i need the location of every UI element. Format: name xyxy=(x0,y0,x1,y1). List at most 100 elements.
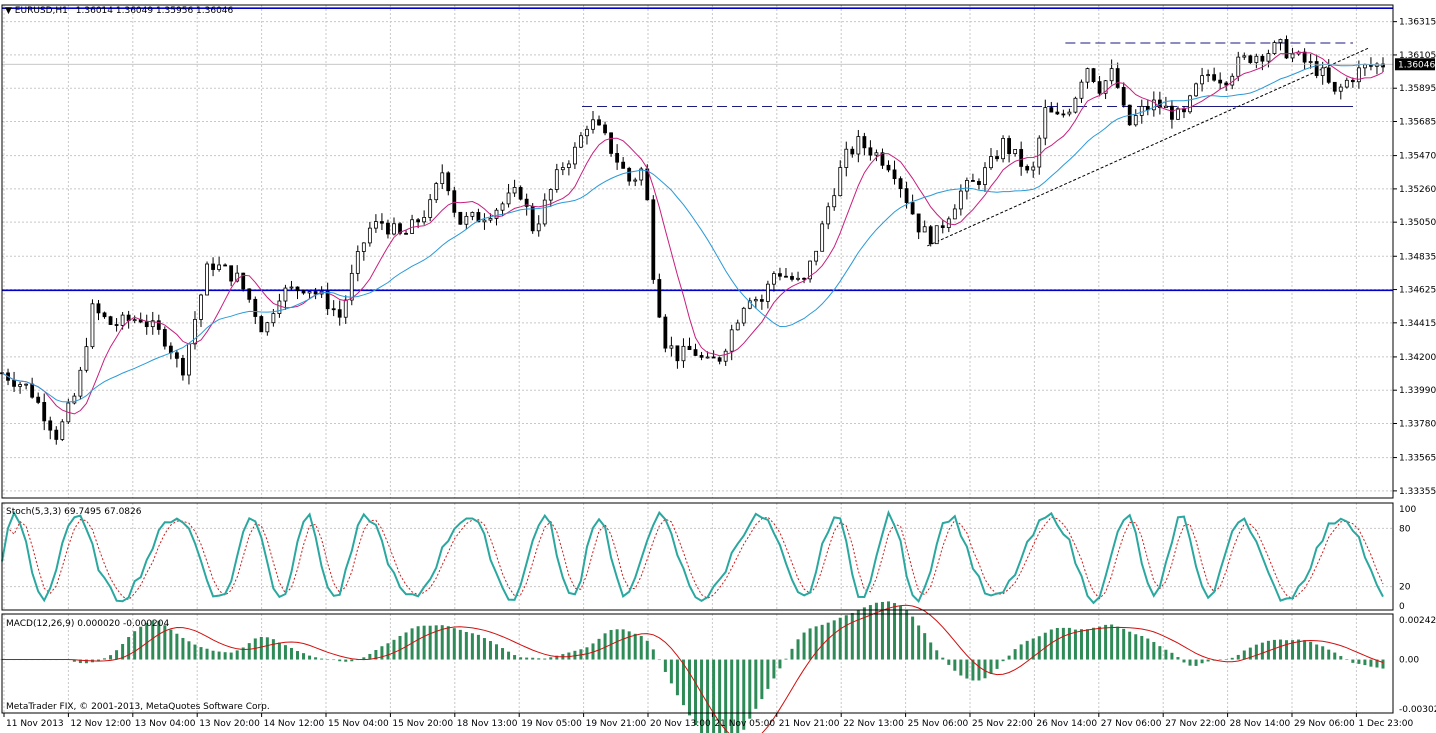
candle-body xyxy=(717,357,722,362)
candle-body xyxy=(452,190,457,213)
macd-bar xyxy=(1146,638,1150,660)
candle-body xyxy=(470,212,475,217)
macd-bar xyxy=(428,625,432,660)
candle-body xyxy=(1338,86,1343,92)
candle-body xyxy=(114,324,119,326)
macd-bar xyxy=(1351,659,1355,663)
macd-bar xyxy=(277,642,281,660)
candle-body xyxy=(741,307,746,324)
candle-body xyxy=(500,203,505,211)
symbol-label: EURUSD,H1 xyxy=(15,6,68,16)
candle-body xyxy=(1278,39,1283,43)
price-tick-label: 1.35895 xyxy=(1399,84,1436,94)
candle-body xyxy=(940,225,945,228)
candle-body xyxy=(977,181,981,185)
candle-body xyxy=(681,345,686,362)
macd-bar xyxy=(1285,640,1289,660)
candle-body xyxy=(772,273,776,285)
macd-bar xyxy=(790,648,794,660)
macd-bar xyxy=(1297,639,1301,660)
candle-body xyxy=(892,169,897,180)
candle-body xyxy=(1188,95,1192,113)
macd-bar xyxy=(1176,657,1180,660)
macd-bar xyxy=(977,659,981,681)
candle-body xyxy=(868,147,873,156)
candle-body xyxy=(971,180,975,182)
candle-body xyxy=(1254,55,1259,63)
macd-bar xyxy=(247,643,251,660)
stoch-label: Stoch(5,3,3) 69.7495 67.0826 xyxy=(6,507,142,517)
candle-body xyxy=(916,213,921,233)
time-label: 27 Nov 06:00 xyxy=(1101,719,1162,729)
candle-body xyxy=(96,303,101,314)
macd-bar xyxy=(543,658,547,660)
price-tick-label: 1.36315 xyxy=(1399,18,1436,28)
stoch-signal-line xyxy=(1,516,1384,601)
candle-body xyxy=(983,167,987,185)
macd-bar xyxy=(700,659,704,733)
stochastic-panel xyxy=(1,509,1384,605)
time-label: 22 Nov 13:00 xyxy=(843,719,904,729)
candle-body xyxy=(1206,74,1211,77)
time-label: 21 Nov 05:00 xyxy=(714,719,775,729)
candle-body xyxy=(355,251,360,274)
time-label: 13 Nov 20:00 xyxy=(199,719,260,729)
macd-bar xyxy=(1079,629,1083,660)
macd-bar xyxy=(832,620,836,660)
candle-body xyxy=(548,189,553,201)
candle-body xyxy=(1055,111,1060,115)
macd-bar xyxy=(476,634,480,660)
macd-bar xyxy=(808,628,812,660)
macd-bar xyxy=(1122,628,1126,660)
chart-header: ▼ EURUSD,H1 1.36014 1.36049 1.35956 1.36… xyxy=(5,6,234,16)
candle-body xyxy=(187,343,191,376)
macd-bar xyxy=(1224,659,1228,660)
macd-bar xyxy=(217,651,221,660)
macd-bar xyxy=(633,633,637,660)
candle-body xyxy=(808,260,812,280)
macd-bar xyxy=(139,626,143,660)
macd-bar xyxy=(1266,640,1270,660)
macd-bar xyxy=(838,617,842,660)
macd-bar xyxy=(995,659,999,669)
stoch-tick-label: 0 xyxy=(1399,602,1405,612)
candle-body xyxy=(120,314,125,326)
candle-body xyxy=(1218,79,1223,84)
candle-body xyxy=(922,226,927,233)
macd-bar xyxy=(923,633,927,660)
stoch-tick-label: 20 xyxy=(1399,583,1411,593)
candle-body xyxy=(84,346,89,371)
macd-bar xyxy=(1067,627,1071,660)
macd-bar xyxy=(736,659,740,733)
macd-bar xyxy=(814,626,818,660)
candle-body xyxy=(657,279,662,318)
macd-bar xyxy=(1104,624,1108,660)
macd-bar xyxy=(151,620,155,660)
macd-bar xyxy=(567,652,571,660)
macd-bar xyxy=(953,659,957,671)
macd-bar xyxy=(681,659,685,706)
macd-bar xyxy=(440,625,444,660)
candle-body xyxy=(790,276,794,280)
macd-bar xyxy=(1291,640,1295,660)
macd-bar xyxy=(302,653,306,660)
macd-bar xyxy=(1110,624,1114,660)
macd-bar xyxy=(289,647,293,660)
price-tick-label: 1.35260 xyxy=(1399,185,1436,195)
candle-body xyxy=(958,190,963,210)
candle-body xyxy=(386,222,390,235)
current-price-label: 1.36046 xyxy=(1398,60,1435,70)
macd-bar xyxy=(96,659,100,662)
macd-bar xyxy=(1254,644,1258,660)
candle-body xyxy=(380,221,384,224)
macd-bar xyxy=(223,652,227,660)
candle-body xyxy=(48,420,53,431)
candle-body xyxy=(910,202,915,215)
candle-body xyxy=(1019,149,1024,167)
candle-body xyxy=(796,277,800,280)
candle-body xyxy=(12,379,16,387)
macd-bar xyxy=(1092,627,1096,660)
candle-body xyxy=(1314,61,1319,76)
candle-body xyxy=(289,286,294,289)
